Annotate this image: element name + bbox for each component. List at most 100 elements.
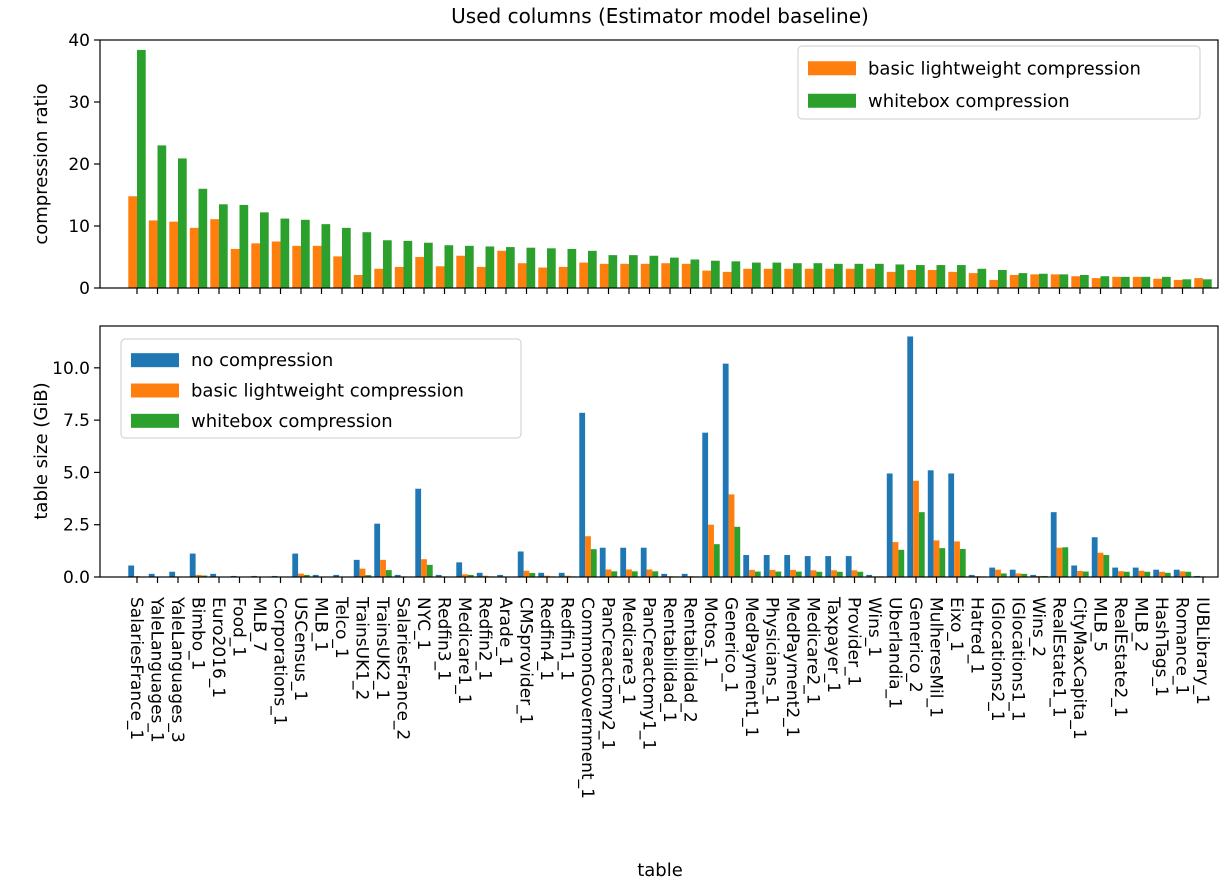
bar — [845, 268, 855, 288]
bar — [916, 265, 925, 288]
bar — [784, 555, 791, 577]
bar — [626, 569, 632, 577]
bar — [813, 263, 823, 288]
bar — [836, 571, 843, 577]
bar — [456, 255, 465, 288]
bar — [936, 265, 946, 288]
bar — [1000, 573, 1007, 577]
bar — [775, 571, 782, 577]
x-tick-label: Medicare2_1 — [803, 597, 823, 705]
bar — [620, 263, 629, 288]
bar — [476, 572, 483, 577]
bar — [886, 473, 893, 577]
bar — [743, 555, 750, 577]
bar — [476, 266, 486, 288]
bar — [529, 573, 536, 577]
bar — [763, 555, 770, 577]
x-tick-label: CityMaxCapita_1 — [1069, 597, 1089, 740]
bar — [1091, 537, 1098, 577]
bar — [640, 263, 650, 288]
bar — [1141, 276, 1151, 288]
bar — [1009, 569, 1016, 577]
bar — [995, 569, 1001, 577]
bar — [1082, 571, 1089, 577]
bar — [303, 574, 310, 577]
y-tick-label: 2.5 — [63, 516, 90, 536]
x-tick-label: Arade_1 — [495, 597, 515, 667]
bar — [907, 336, 914, 577]
bar — [128, 565, 135, 577]
bar — [1050, 512, 1057, 577]
bar — [1185, 571, 1192, 577]
bar — [444, 245, 454, 288]
bar — [661, 263, 670, 288]
bar — [954, 541, 960, 577]
bar — [189, 553, 196, 577]
bar — [579, 412, 586, 577]
bar — [517, 551, 524, 577]
bar — [567, 248, 577, 288]
bar — [1059, 274, 1069, 288]
x-tick-label: Romance_1 — [1172, 597, 1192, 695]
x-tick-label: RealEstate2_1 — [1110, 597, 1130, 718]
bar — [708, 524, 714, 577]
bar — [1159, 571, 1165, 577]
bar — [1118, 571, 1124, 577]
bar — [137, 49, 146, 288]
bar — [292, 553, 299, 577]
bar — [1173, 569, 1180, 577]
x-tick-label: Motos_1 — [700, 597, 720, 667]
x-tick-label: PanCreactomy2_1 — [598, 597, 618, 750]
bar — [793, 263, 802, 288]
plot-frame — [99, 325, 1219, 578]
bar — [482, 575, 489, 577]
bar — [497, 250, 506, 288]
bar — [611, 571, 618, 577]
bar — [523, 570, 530, 577]
bar — [927, 470, 934, 577]
legend — [797, 45, 1201, 120]
bar — [769, 569, 776, 577]
bar — [795, 571, 802, 577]
x-tick-label: Redfin4_1 — [536, 597, 556, 681]
bar — [485, 246, 495, 288]
bar — [1123, 571, 1130, 577]
bar — [895, 264, 905, 288]
y-tick-label: 10.0 — [52, 359, 90, 379]
bar — [1080, 274, 1089, 288]
bar — [1050, 274, 1060, 288]
bar — [1182, 279, 1192, 288]
x-tick-label: PanCreactomy1_1 — [639, 597, 659, 750]
bar — [907, 270, 916, 288]
bar — [426, 564, 433, 577]
bar — [702, 270, 711, 288]
bar — [763, 268, 773, 288]
bar — [1162, 276, 1171, 288]
bar — [403, 240, 413, 288]
bar — [1009, 274, 1019, 288]
bar — [854, 263, 864, 288]
bar — [1203, 279, 1212, 288]
bar — [210, 573, 217, 577]
bar — [968, 273, 978, 288]
bar — [1132, 276, 1142, 288]
bar — [219, 204, 228, 288]
bar — [585, 536, 591, 577]
bar — [631, 571, 638, 577]
bar — [590, 549, 597, 577]
compression-ratio-panel: 0 10 20 30 40 compression ratio basic lightwei… — [31, 31, 1219, 299]
bar — [599, 547, 606, 577]
bar — [875, 263, 884, 288]
x-tick-label: Provider_1 — [844, 597, 864, 686]
y-tick-label: 20 — [68, 155, 90, 175]
bar — [948, 473, 955, 577]
bar — [1112, 567, 1119, 577]
bar — [1100, 276, 1110, 288]
y-tick-label: 0.0 — [63, 568, 90, 588]
bar — [652, 571, 659, 577]
bar — [380, 559, 386, 577]
bar — [435, 266, 445, 288]
bar — [851, 570, 858, 577]
bar — [734, 526, 741, 577]
bar — [333, 256, 342, 288]
